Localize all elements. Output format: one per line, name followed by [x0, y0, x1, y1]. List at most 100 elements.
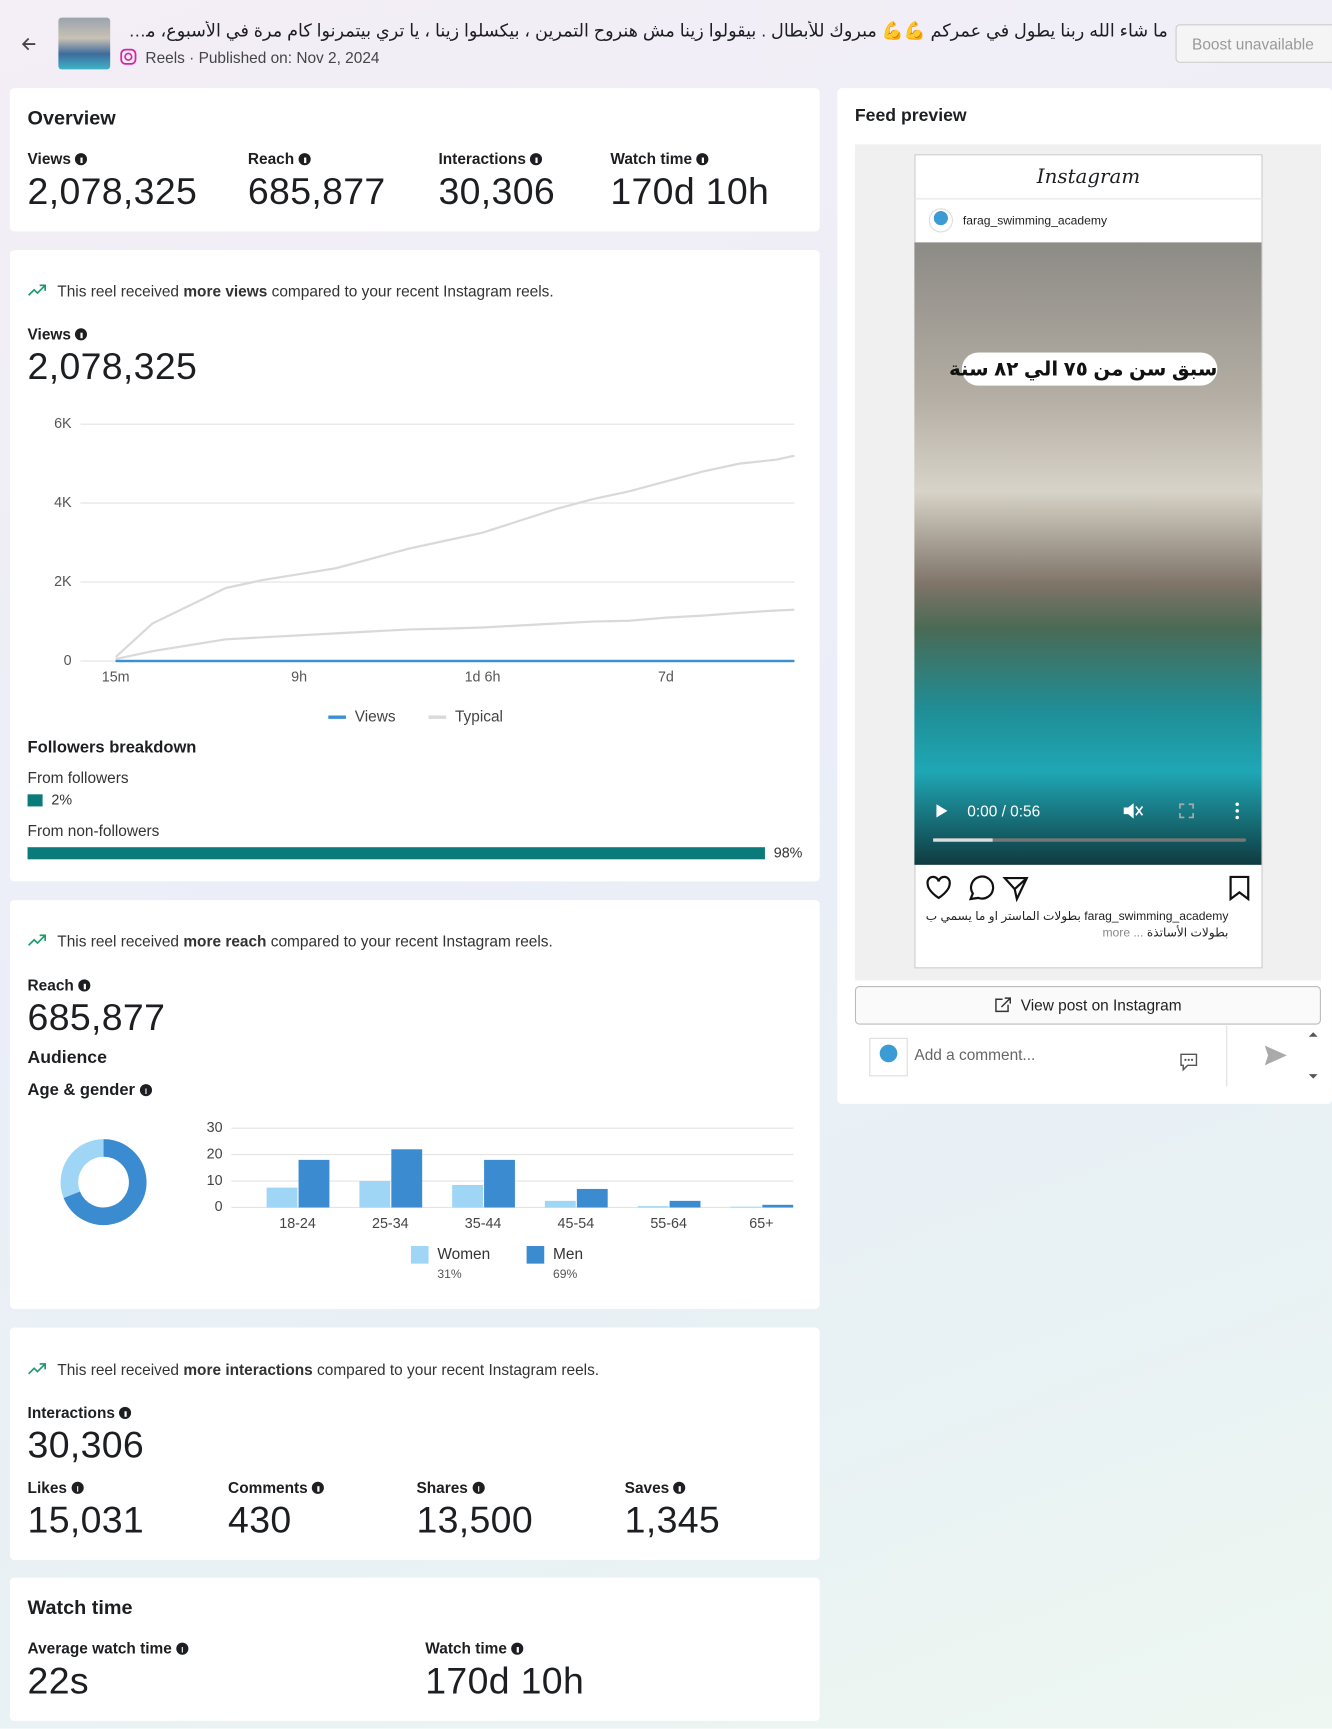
metric-label: Comments — [228, 1478, 325, 1497]
metric-label: Average watch time — [28, 1640, 189, 1656]
chart-title: Followers breakdown — [28, 737, 197, 756]
share-icon[interactable] — [1002, 876, 1029, 903]
metric-value: 30,306 — [438, 170, 556, 213]
reach-card — [9, 900, 820, 1309]
avatar — [928, 208, 953, 233]
bar — [762, 1204, 794, 1208]
save-icon[interactable] — [1229, 875, 1250, 902]
metric-value: 30,306 — [27, 1424, 145, 1467]
fullscreen-icon[interactable] — [1179, 803, 1194, 819]
bar — [27, 794, 43, 807]
text: Reach — [247, 149, 295, 168]
donut-segment — [60, 1139, 105, 1198]
bar — [576, 1188, 608, 1208]
text: Shares — [416, 1478, 468, 1497]
watch-title: Watch time — [27, 1596, 133, 1619]
metric-label: Interactions — [28, 1405, 132, 1420]
back-arrow[interactable] — [20, 35, 38, 53]
view-post-button[interactable]: View post on Instagram — [854, 986, 1321, 1025]
y-tick-label: 2K — [54, 574, 72, 590]
info-icon — [673, 1481, 686, 1494]
text: Comments — [228, 1478, 308, 1497]
metric-value: 170d 10h — [425, 1660, 585, 1703]
metric-label: Views — [28, 326, 88, 342]
progress-buffer — [933, 838, 993, 842]
info-icon — [298, 153, 311, 166]
value-label: 98% — [774, 846, 803, 862]
x-tick-label: 7d — [658, 669, 674, 685]
views-card — [9, 250, 820, 882]
overview-title: Overview — [27, 106, 116, 129]
post-type: Reels — [145, 48, 185, 67]
trend-note: This reel received more views compared t… — [57, 283, 553, 298]
like-icon[interactable] — [926, 875, 951, 900]
separator — [1226, 1025, 1228, 1087]
metric-label: Watch time — [610, 151, 709, 166]
comment-icon[interactable] — [968, 875, 995, 901]
x-tick-label: 25-34 — [372, 1216, 409, 1232]
age-gender-title: Age & gender — [27, 1080, 152, 1100]
more[interactable]: ... more — [1102, 926, 1144, 940]
bar — [730, 1206, 762, 1208]
info-icon — [78, 979, 91, 992]
brand: Instagram — [1036, 165, 1141, 189]
trend-icon — [28, 934, 46, 946]
video-overlay: سبق سن من ٧٥ الي ٨٢ سنة — [949, 352, 1218, 386]
text: compared to your recent Instagram reels. — [266, 932, 553, 950]
play-icon[interactable] — [934, 803, 949, 818]
caption-user: farag_swimming_academy — [1084, 910, 1229, 924]
metric-label: Reach — [28, 977, 91, 993]
comment-input[interactable]: Add a comment... — [914, 1045, 1036, 1064]
x-tick-label: 35-44 — [465, 1216, 502, 1232]
trend-note: This reel received more interactions com… — [57, 1362, 599, 1377]
value-label: 69% — [553, 1267, 577, 1281]
emoji-icon[interactable] — [1179, 1052, 1199, 1072]
progress-track — [933, 838, 1247, 842]
mute-icon[interactable] — [1122, 802, 1144, 820]
video[interactable] — [914, 242, 1262, 865]
bar — [391, 1149, 423, 1208]
bar — [452, 1184, 483, 1208]
boost-button[interactable]: Boost unavailable — [1175, 24, 1332, 63]
menu-icon[interactable] — [1234, 802, 1241, 820]
text: This reel received — [57, 932, 184, 950]
send-button[interactable] — [1264, 1044, 1288, 1066]
action-icons — [926, 875, 1250, 903]
legend-swatch — [526, 1246, 545, 1264]
x-tick-label: 15m — [102, 669, 130, 685]
thumbnail — [58, 17, 111, 70]
text: Age & gender — [27, 1080, 135, 1100]
y-tick-label: 20 — [207, 1146, 223, 1162]
bar — [544, 1200, 576, 1208]
y-tick-label: 0 — [215, 1199, 223, 1215]
video-time: 0:00 / 0:56 — [967, 802, 1041, 820]
metric-value: 430 — [228, 1499, 292, 1542]
external-icon — [995, 997, 1012, 1013]
info-icon — [530, 153, 543, 166]
feed-preview-title: Feed preview — [854, 106, 967, 126]
audience-title: Audience — [27, 1048, 107, 1068]
info-icon — [139, 1084, 152, 1097]
caption-text: بطولات الماستر او ما يسمي ب بطولات الأسا… — [925, 910, 1229, 940]
legend-label: Men — [553, 1246, 583, 1263]
legend-label: Typical — [455, 708, 503, 725]
metric-value: 685,877 — [247, 170, 386, 213]
info-icon — [472, 1481, 485, 1494]
y-tick-label: 0 — [64, 653, 72, 669]
y-tick-label: 4K — [54, 495, 72, 511]
metric-value: 170d 10h — [610, 170, 770, 213]
text: Views — [27, 149, 71, 168]
bar — [298, 1159, 330, 1208]
value-label: 2% — [51, 793, 72, 809]
text: more reach — [183, 932, 267, 950]
metric-label: Saves — [625, 1480, 686, 1495]
overview-card — [9, 88, 820, 232]
legend-swatch — [410, 1246, 429, 1264]
metric-label: Reach — [248, 151, 311, 166]
scroll-arrows[interactable] — [1308, 1029, 1319, 1084]
y-tick-label: 6K — [54, 416, 72, 432]
info-icon — [71, 1481, 84, 1494]
trend-note: This reel received more reach compared t… — [57, 933, 553, 948]
metric-value: 2,078,325 — [27, 170, 198, 213]
